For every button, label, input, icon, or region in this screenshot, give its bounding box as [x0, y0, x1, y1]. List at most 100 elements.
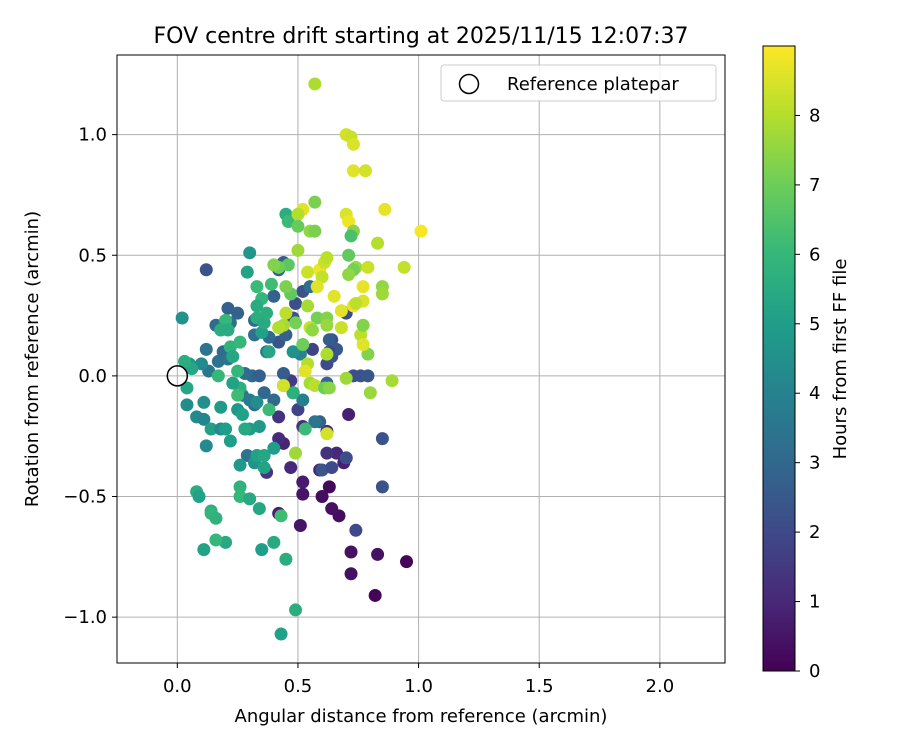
data-point	[260, 306, 274, 320]
legend-reference-marker	[458, 73, 480, 95]
data-point	[320, 251, 334, 265]
data-point	[226, 376, 240, 390]
data-point	[199, 342, 213, 356]
data-point	[320, 446, 334, 460]
data-point	[308, 224, 322, 238]
data-point	[310, 311, 324, 325]
data-point	[272, 432, 286, 446]
data-point	[397, 260, 411, 274]
data-point	[346, 137, 360, 151]
data-point	[385, 374, 399, 388]
data-point	[274, 627, 288, 641]
data-point	[231, 306, 245, 320]
data-point	[308, 77, 322, 91]
data-point	[291, 403, 305, 417]
data-point	[199, 263, 213, 277]
data-point	[356, 280, 370, 294]
colorbar-tick-label: 3	[809, 453, 820, 474]
data-point	[359, 164, 373, 178]
data-point	[279, 280, 293, 294]
data-point	[301, 265, 315, 279]
data-point	[257, 386, 271, 400]
y-tick-label: 0.0	[78, 366, 107, 387]
data-point	[197, 395, 211, 409]
data-point	[342, 268, 356, 282]
data-point	[257, 449, 271, 463]
y-tick-label: 1.0	[78, 125, 107, 146]
data-point	[267, 535, 281, 549]
colorbar-tick-label: 2	[809, 522, 820, 543]
data-point	[334, 304, 348, 318]
data-point	[320, 318, 334, 332]
data-point	[289, 316, 303, 330]
data-points	[175, 77, 428, 641]
data-point	[291, 219, 305, 233]
data-point	[221, 323, 235, 337]
data-point	[238, 422, 252, 436]
data-point	[356, 338, 370, 352]
data-point	[375, 432, 389, 446]
data-point	[289, 297, 303, 311]
data-point	[257, 461, 271, 475]
data-point	[368, 588, 382, 602]
data-point	[296, 338, 310, 352]
data-point	[175, 311, 189, 325]
x-tick-label: 1.5	[525, 676, 554, 697]
data-point	[289, 603, 303, 617]
data-point	[267, 258, 281, 272]
data-point	[322, 381, 336, 395]
colorbar-tick-label: 4	[809, 383, 820, 404]
data-point	[279, 306, 293, 320]
x-tick-label: 1.0	[404, 676, 433, 697]
colorbar: 0 1 2 3 4 5 6 7 8 Hours from first FF file	[762, 45, 851, 682]
legend: Reference platepar	[440, 64, 717, 102]
data-point	[264, 277, 278, 291]
y-axis-ticks: −1.0 −0.5 0.0 0.5 1.0	[63, 125, 117, 628]
data-point	[267, 393, 281, 407]
data-point	[361, 347, 375, 361]
data-point	[262, 403, 276, 417]
data-point	[252, 502, 266, 516]
x-axis-label: Angular distance from reference (arcmin)	[235, 706, 608, 727]
colorbar-tick-label: 5	[809, 314, 820, 335]
colorbar-gradient	[763, 46, 795, 671]
data-point	[344, 229, 358, 243]
y-tick-label: −0.5	[63, 487, 107, 508]
data-point	[233, 480, 247, 494]
data-point	[276, 366, 290, 380]
y-tick-label: 0.5	[78, 245, 107, 266]
legend-label-reference: Reference platepar	[507, 74, 679, 95]
data-point	[315, 490, 329, 504]
data-point	[325, 461, 339, 475]
data-point	[361, 260, 375, 274]
colorbar-ticks: 0 1 2 3 4 5 6 7 8	[795, 105, 820, 682]
colorbar-label: Hours from first FF file	[830, 259, 851, 460]
y-tick-label: −1.0	[63, 607, 107, 628]
data-point	[178, 354, 192, 368]
data-point	[375, 287, 389, 301]
data-point	[349, 297, 363, 311]
data-point	[414, 224, 428, 238]
data-point	[226, 350, 240, 364]
data-point	[279, 552, 293, 566]
data-point	[231, 364, 245, 378]
data-point	[243, 246, 257, 260]
data-point	[199, 439, 213, 453]
chart-title: FOV centre drift starting at 2025/11/15 …	[154, 24, 689, 49]
data-point	[223, 434, 237, 448]
data-point	[371, 547, 385, 561]
x-axis-ticks: 0.0 0.5 1.0 1.5 2.0	[163, 663, 674, 697]
data-point	[209, 511, 223, 525]
reference-platepar-marker	[166, 365, 189, 387]
data-point	[308, 195, 322, 209]
data-point	[363, 386, 377, 400]
data-point	[342, 248, 356, 262]
data-point	[344, 567, 358, 581]
data-point	[286, 345, 300, 359]
data-point	[325, 502, 339, 516]
data-point	[308, 415, 322, 429]
data-point	[276, 379, 290, 393]
data-point	[192, 490, 206, 504]
data-point	[400, 555, 414, 569]
